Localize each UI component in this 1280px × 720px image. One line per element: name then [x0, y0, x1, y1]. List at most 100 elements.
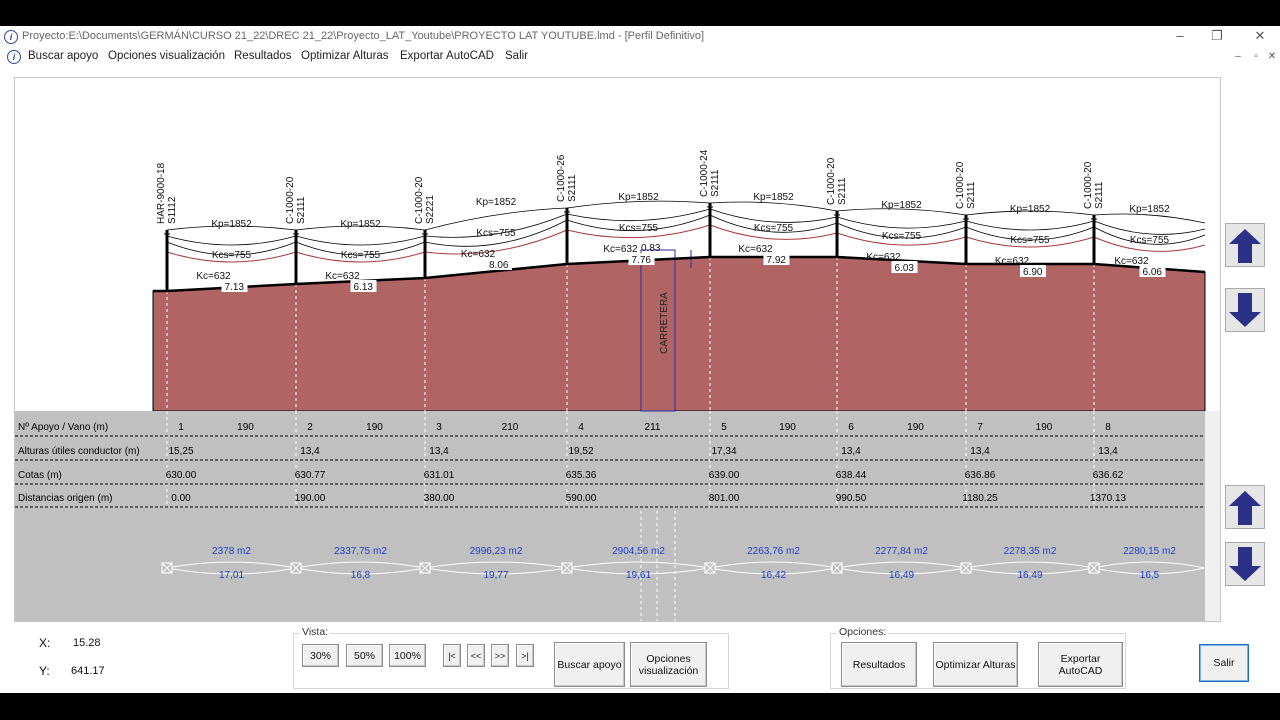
zoom-30-button[interactable]: 30%: [302, 644, 339, 667]
scroll-down-button[interactable]: [1225, 288, 1265, 332]
span-profile-shape: [566, 561, 711, 575]
tower-number: 8: [1105, 422, 1111, 433]
span-length: 190: [366, 422, 383, 433]
scroll-up-data-button[interactable]: [1225, 485, 1265, 529]
kcs-catenary: [166, 235, 297, 246]
tower-node-marker: [704, 562, 716, 574]
tower-node-marker: [831, 562, 843, 574]
data-area-scrollbar[interactable]: [1205, 411, 1220, 621]
menu-opciones-visualizacion[interactable]: Opciones visualización: [108, 50, 225, 62]
span-profile-shape: [965, 561, 1095, 575]
mdi-close-button[interactable]: ✕: [1267, 51, 1277, 62]
zoom-100-button[interactable]: 100%: [389, 644, 426, 667]
y-coord-label: Y:: [39, 664, 50, 678]
conductor-catenary: [1093, 226, 1206, 245]
span-length: 211: [645, 422, 661, 433]
tower-node-marker: [561, 562, 573, 574]
kc-catenary: [566, 224, 711, 239]
conductor-catenary: [424, 219, 568, 247]
last-button[interactable]: >|: [516, 644, 534, 667]
elevation: 630.77: [295, 470, 326, 481]
clearance-label: 6.03: [895, 263, 915, 274]
next-button[interactable]: >>: [491, 644, 509, 667]
elevation: 636.62: [1093, 470, 1124, 481]
vista-group: Vista:: [293, 626, 729, 689]
conductor-catenary: [965, 226, 1095, 241]
elevation: 631.01: [424, 470, 455, 481]
vista-label: Vista:: [300, 626, 331, 638]
span-ratio: 19,61: [626, 570, 651, 581]
profile-canvas[interactable]: CARRETERA 0.83 Kp=1852Kcs=755Kc=6327.13K…: [15, 78, 1220, 621]
conductor-height: 17,34: [711, 446, 736, 457]
row-label: Cotas (m): [18, 470, 62, 481]
tower-node-marker: [419, 562, 431, 574]
scroll-down-data-button[interactable]: [1225, 542, 1265, 586]
menu-exportar-autocad[interactable]: Exportar AutoCAD: [400, 50, 494, 62]
conductor-catenary: [295, 241, 426, 256]
kp-label: Kp=1852: [753, 192, 794, 203]
conductor-catenary: [836, 222, 967, 239]
kp-label: Kp=1852: [618, 192, 659, 203]
close-button[interactable]: ✕: [1254, 28, 1266, 43]
kcs-catenary: [566, 208, 711, 222]
opciones-visualizacion-button[interactable]: Opciones visualización: [630, 642, 707, 687]
span-profile-shape: [166, 561, 297, 575]
kp-label: Kp=1852: [881, 200, 922, 211]
elevation: 636.86: [965, 470, 996, 481]
kc-label: Kc=632: [461, 249, 496, 260]
minimize-button[interactable]: –: [1176, 28, 1184, 43]
tower-node-marker: [1088, 562, 1100, 574]
kcs-catenary: [1093, 220, 1206, 235]
origin-distance: 590.00: [566, 493, 597, 504]
salir-button[interactable]: Salir: [1199, 644, 1249, 682]
resultados-button[interactable]: Resultados: [841, 642, 917, 687]
mdi-restore-button[interactable]: ▫: [1254, 51, 1258, 62]
conductor-catenary: [709, 214, 838, 233]
clearance-label: 6.06: [1143, 267, 1163, 278]
span-length: 190: [1036, 422, 1053, 433]
optimizar-alturas-button[interactable]: Optimizar Alturas: [933, 642, 1018, 687]
first-button[interactable]: |<: [443, 644, 461, 667]
app-icon: i: [4, 30, 18, 44]
arrow-up-icon: [1229, 491, 1261, 525]
mdi-minimize-button[interactable]: –: [1235, 51, 1241, 62]
kc-catenary: [424, 229, 568, 255]
tower-number: 1: [178, 422, 184, 433]
buscar-apoyo-button[interactable]: Buscar apoyo: [554, 642, 625, 687]
terrain-profile: [152, 256, 1206, 412]
tower-type-label: HAR-9000-18: [156, 162, 167, 224]
kc-catenary: [166, 251, 297, 263]
kc-catenary: [295, 251, 426, 263]
tower-number: 6: [848, 422, 854, 433]
span-ratio: 16,42: [761, 570, 786, 581]
kc-catenary: [1093, 236, 1206, 252]
zoom-50-button[interactable]: 50%: [346, 644, 383, 667]
kp-label: Kp=1852: [476, 197, 517, 208]
tower-node-marker: [960, 562, 972, 574]
scroll-up-button[interactable]: [1225, 223, 1265, 267]
conductor-height: 13,4: [841, 446, 861, 457]
clearance-box: [486, 258, 512, 270]
road-label: CARRETERA: [659, 292, 670, 354]
menu-resultados[interactable]: Resultados: [234, 50, 292, 62]
tower-type-label: C-1000-20: [955, 161, 966, 209]
kp-catenary: [166, 225, 297, 231]
opciones-label: Opciones:: [837, 626, 889, 638]
menu-salir[interactable]: Salir: [505, 50, 529, 62]
kp-catenary: [709, 201, 838, 212]
restore-button[interactable]: ❐: [1211, 28, 1223, 43]
tower-number: 3: [436, 422, 442, 433]
window-title: Proyecto:E:\Documents\GERMÁN\CURSO 21_22…: [22, 30, 705, 42]
menu-optimizar-alturas[interactable]: Optimizar Alturas: [301, 50, 389, 62]
menu-buscar-apoyo[interactable]: Buscar apoyo: [28, 50, 99, 62]
exportar-autocad-button[interactable]: Exportar AutoCAD: [1038, 642, 1123, 687]
tower-type-label: C-1000-20: [414, 176, 425, 224]
origin-distance: 0.00: [171, 493, 191, 504]
tower-node-marker: [161, 562, 173, 574]
conductor-height: 13,4: [300, 446, 320, 457]
road-box: [640, 249, 676, 412]
previous-button[interactable]: <<: [467, 644, 485, 667]
span-ratio: 17,01: [219, 570, 244, 581]
kp-label: Kp=1852: [340, 219, 381, 230]
arrow-up-icon: [1229, 229, 1261, 263]
